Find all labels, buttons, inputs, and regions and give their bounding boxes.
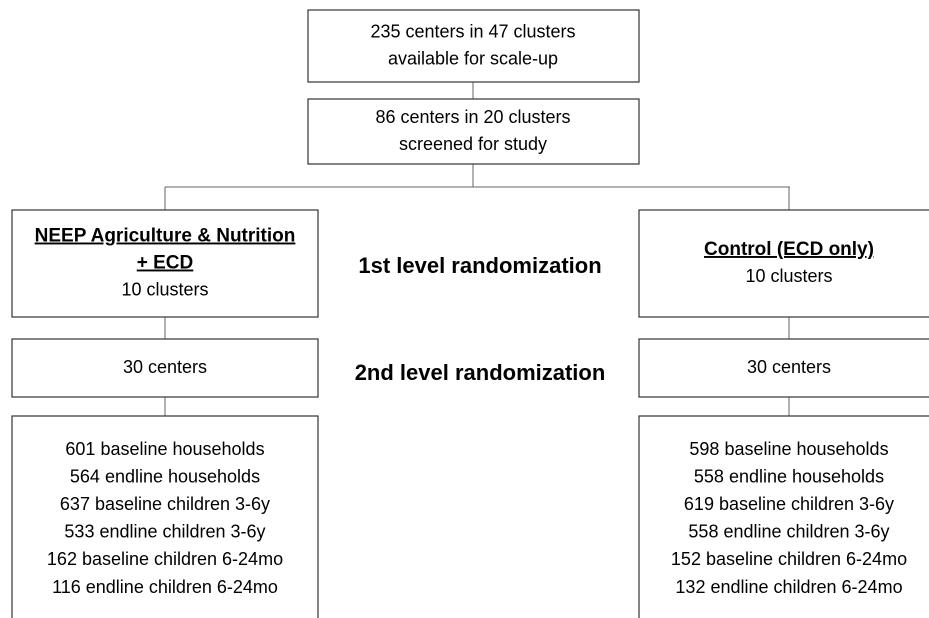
centers-text: 30 centers [123,357,207,377]
arm-box [11,209,319,318]
counts-box [11,415,319,618]
count-text: 637 baseline children 3-6y [60,494,270,514]
box [307,9,640,83]
box-text: available for scale-up [388,48,558,68]
centers-text: 30 centers [747,357,831,377]
count-text: 558 endline households [694,466,884,486]
count-text: 619 baseline children 3-6y [684,494,894,514]
box-text: 235 centers in 47 clusters [370,21,575,41]
randomization-label: 2nd level randomization [355,360,606,385]
count-text: 558 endline children 3-6y [688,522,889,542]
count-text: 601 baseline households [65,439,264,459]
count-text: 132 endline children 6-24mo [675,577,902,597]
arm-heading: + ECD [137,253,194,274]
centers-box [638,338,929,398]
box-text: screened for study [399,134,547,154]
randomization-label: 1st level randomization [358,253,601,278]
count-text: 533 endline children 3-6y [64,522,265,542]
count-text: 162 baseline children 6-24mo [47,549,283,569]
arm-heading: NEEP Agriculture & Nutrition [35,226,296,247]
centers-box [11,338,319,398]
arm-clusters: 10 clusters [121,279,208,299]
arm-heading: Control (ECD only) [704,239,874,260]
count-text: 598 baseline households [689,439,888,459]
count-text: 152 baseline children 6-24mo [671,549,907,569]
count-text: 564 endline households [70,466,260,486]
count-text: 116 endline children 6-24mo [52,577,278,597]
arm-box [638,209,929,318]
box [307,98,640,165]
box-text: 86 centers in 20 clusters [375,107,570,127]
arm-clusters: 10 clusters [745,266,832,286]
counts-box [638,415,929,618]
